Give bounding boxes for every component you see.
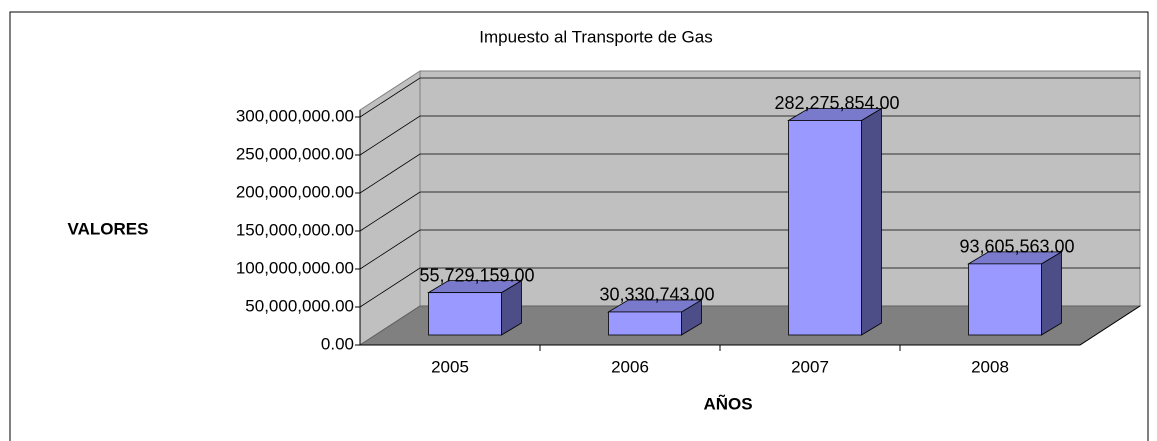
y-tick-label: 200,000,000.00 xyxy=(236,182,354,201)
y-axis-title: VALORES xyxy=(68,219,149,238)
data-label: 93,605,563.00 xyxy=(959,237,1074,257)
bar-side xyxy=(861,107,882,336)
bar xyxy=(788,120,862,336)
chart-title: Impuesto al Transporte de Gas xyxy=(479,27,712,46)
x-tick-label: 2006 xyxy=(611,357,649,376)
grid-line xyxy=(359,153,1140,194)
grid-line xyxy=(359,115,1140,156)
data-label: 282,275,854.00 xyxy=(774,93,899,113)
x-tick-label: 2005 xyxy=(431,357,469,376)
side-wall xyxy=(359,70,421,346)
x-axis-depth xyxy=(1079,305,1141,346)
y-tick-label: 250,000,000.00 xyxy=(236,144,354,163)
y-tick-label: 100,000,000.00 xyxy=(236,258,354,277)
y-tick-label: 300,000,000.00 xyxy=(236,106,354,125)
grid-line xyxy=(359,191,1140,232)
grid-line xyxy=(359,229,1140,270)
data-label: 30,330,743.00 xyxy=(599,285,714,305)
y-tick-label: 150,000,000.00 xyxy=(236,220,354,239)
grid-line xyxy=(359,77,1140,118)
chart-border xyxy=(9,11,1149,441)
data-label: 55,729,159.00 xyxy=(419,265,534,285)
x-axis-title: AÑOS xyxy=(703,393,752,413)
x-tick-label: 2007 xyxy=(791,357,829,376)
y-tick-label: 0.00 xyxy=(321,334,354,353)
grid-line xyxy=(359,267,1140,308)
bar-side xyxy=(1041,251,1062,336)
bar xyxy=(608,311,682,336)
bar xyxy=(968,263,1042,336)
y-tick-label: 50,000,000.00 xyxy=(245,296,354,315)
bar xyxy=(428,292,502,336)
x-tick-label: 2008 xyxy=(971,357,1009,376)
